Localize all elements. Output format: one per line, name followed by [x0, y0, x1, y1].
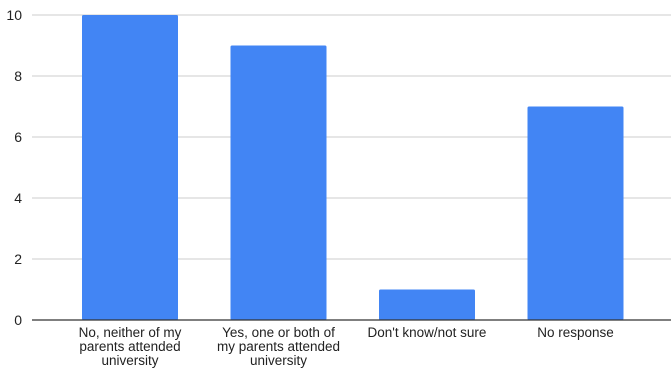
- x-category-line: Yes, one or both of: [222, 325, 335, 340]
- bar-2: [379, 289, 475, 320]
- x-category-line: university: [250, 353, 307, 368]
- x-category-line: Don't know/not sure: [368, 325, 487, 340]
- x-category-line: No, neither of my: [79, 325, 182, 340]
- bar-0: [82, 15, 178, 320]
- y-tick-label-2: 2: [14, 251, 22, 267]
- bar-3: [527, 106, 624, 320]
- x-category-line: my parents attended: [217, 339, 340, 354]
- y-tick-label-10: 10: [6, 7, 22, 23]
- bar-1: [230, 45, 327, 320]
- x-category-label-3: No response: [537, 325, 614, 340]
- y-tick-label-0: 0: [14, 312, 22, 328]
- x-category-label-1: Yes, one or both of my parents attended un…: [217, 325, 340, 368]
- x-category-line: No response: [537, 325, 614, 340]
- x-category-line: university: [101, 353, 158, 368]
- y-tick-label-6: 6: [14, 129, 22, 145]
- bars: [82, 15, 624, 320]
- y-tick-label-8: 8: [14, 68, 22, 84]
- y-tick-labels: 0 2 4 6 8 10: [6, 7, 22, 328]
- x-category-labels: No, neither of my parents attended univers…: [79, 325, 614, 368]
- x-category-label-2: Don't know/not sure: [368, 325, 487, 340]
- y-tick-label-4: 4: [14, 190, 22, 206]
- x-category-label-0: No, neither of my parents attended univers…: [79, 325, 182, 368]
- x-category-line: parents attended: [79, 339, 180, 354]
